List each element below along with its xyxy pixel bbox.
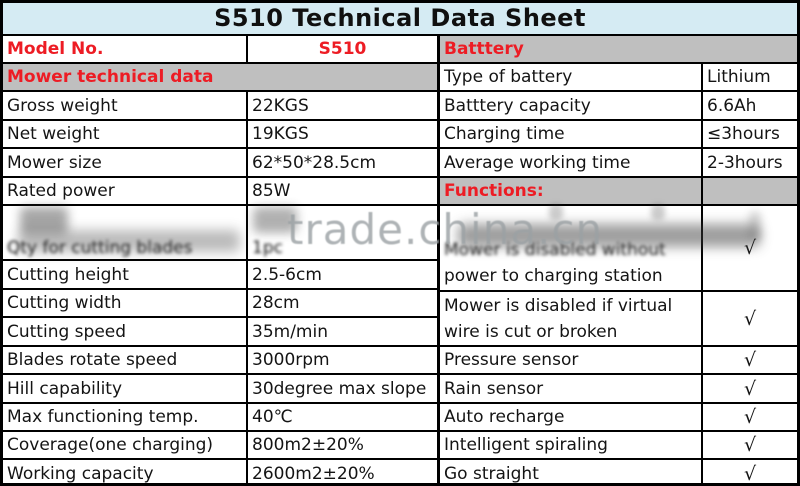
- spec-value: 2.5-6cm: [252, 264, 322, 285]
- spec-value: 19KGS: [252, 124, 309, 144]
- spec-label: Batttery capacity: [440, 92, 703, 119]
- check-mark: √: [743, 406, 757, 428]
- spec-label: Working capacity: [3, 460, 248, 483]
- spec-label: Net weight: [3, 121, 248, 147]
- mower-section-header: Mower technical data: [7, 67, 214, 87]
- check-mark: √: [743, 307, 757, 330]
- function-row-intelligent-spiraling: Intelligent spiraling √: [440, 432, 797, 460]
- spec-value: 62*50*28.5cm: [252, 152, 377, 173]
- functions-section-header: Functions:: [440, 178, 703, 204]
- sheet-body: Model No. S510 Mower technical data Gros…: [3, 36, 797, 483]
- model-no-value: S510: [318, 39, 367, 59]
- function-label: Mower is disabled if virtual wire is cut…: [440, 292, 703, 345]
- function-row-disabled-without-power: Mower is disabled without power to charg…: [440, 206, 797, 292]
- spec-label: Coverage(one charging): [3, 432, 248, 458]
- battery-row-capacity: Batttery capacity 6.6Ah: [440, 92, 797, 121]
- spec-value: 30degree max slope: [252, 378, 427, 399]
- spec-label: Charging time: [440, 121, 703, 147]
- blurred-value-text: 1pc: [252, 238, 283, 258]
- spec-value: 35m/min: [252, 321, 328, 342]
- functions-section-row: Functions:: [440, 178, 797, 206]
- spec-row-hill-capability: Hill capability 30degree max slope: [3, 375, 437, 404]
- spec-label: Average working time: [440, 149, 703, 176]
- blurred-label-text: Qty for cutting blades: [7, 238, 193, 258]
- spec-value: 6.6Ah: [707, 95, 757, 116]
- spec-row-blades-rotate-speed: Blades rotate speed 3000rpm: [3, 347, 437, 375]
- spec-row-cutting-height: Cutting height 2.5-6cm: [3, 261, 437, 290]
- spec-row-cutting-width: Cutting width 28cm: [3, 290, 437, 318]
- model-row: Model No. S510: [3, 36, 437, 64]
- function-label: Mower is disabled without power to charg…: [440, 206, 703, 290]
- function-row-pressure-sensor: Pressure sensor √: [440, 347, 797, 375]
- blurred-function-text-line1: Mower is disabled without: [444, 240, 666, 260]
- sheet-title: S510 Technical Data Sheet: [3, 3, 797, 36]
- mower-table: Model No. S510 Mower technical data Gros…: [3, 36, 440, 483]
- function-label: Go straight: [440, 460, 703, 483]
- spec-label: Cutting width: [3, 290, 248, 316]
- spec-row-cutting-blades-qty: Qty for cutting blades 1pc: [3, 206, 437, 261]
- spec-value: 2-3hours: [707, 152, 783, 173]
- spec-value: 1pc: [248, 206, 437, 259]
- spec-label: Type of battery: [440, 64, 703, 90]
- spec-row-cutting-speed: Cutting speed 35m/min: [3, 318, 437, 347]
- battery-row-working-time: Average working time 2-3hours: [440, 149, 797, 178]
- spec-row-mower-size: Mower size 62*50*28.5cm: [3, 149, 437, 178]
- spec-value: 85W: [252, 181, 291, 201]
- function-label: Intelligent spiraling: [440, 432, 703, 458]
- check-mark: √: [743, 237, 757, 259]
- battery-row-charging-time: Charging time ≤3hours: [440, 121, 797, 149]
- battery-table: Batttery Type of battery Lithium Battter…: [440, 36, 797, 483]
- spec-row-coverage: Coverage(one charging) 800m2±20%: [3, 432, 437, 460]
- spec-label: Gross weight: [3, 92, 248, 119]
- spec-label: Rated power: [3, 178, 248, 204]
- check-mark: √: [743, 462, 757, 485]
- check-mark: √: [743, 434, 757, 456]
- spec-value: 2600m2±20%: [252, 463, 375, 484]
- functions-section-spacer: [703, 178, 797, 204]
- function-row-go-straight: Go straight √: [440, 460, 797, 485]
- spec-value: 28cm: [252, 293, 300, 313]
- spec-value: 40℃: [252, 407, 293, 427]
- spec-row-rated-power: Rated power 85W: [3, 178, 437, 206]
- function-row-auto-recharge: Auto recharge √: [440, 404, 797, 432]
- mower-section-row: Mower technical data: [3, 64, 437, 92]
- check-mark: √: [743, 349, 757, 371]
- battery-section-row: Batttery: [440, 36, 797, 64]
- spec-row-max-temp: Max functioning temp. 40℃: [3, 404, 437, 432]
- function-label: Auto recharge: [440, 404, 703, 430]
- spec-value: 800m2±20%: [252, 435, 364, 455]
- function-label: Rain sensor: [440, 375, 703, 402]
- function-label: Pressure sensor: [440, 347, 703, 373]
- spec-label: Blades rotate speed: [3, 347, 248, 373]
- spec-label: Cutting speed: [3, 318, 248, 345]
- function-text-line2: power to charging station: [444, 266, 663, 286]
- function-text-line1: Mower is disabled if virtual: [444, 295, 673, 316]
- spec-value: 3000rpm: [252, 350, 330, 370]
- spec-value: ≤3hours: [707, 124, 780, 144]
- spec-value: Lithium: [707, 67, 771, 87]
- spec-label: Mower size: [3, 149, 248, 176]
- spec-label: Qty for cutting blades: [3, 206, 248, 259]
- battery-row-type: Type of battery Lithium: [440, 64, 797, 92]
- spec-label: Max functioning temp.: [3, 404, 248, 430]
- spec-label: Hill capability: [3, 375, 248, 402]
- spec-row-net-weight: Net weight 19KGS: [3, 121, 437, 149]
- spec-row-working-capacity: Working capacity 2600m2±20%: [3, 460, 437, 484]
- check-mark: √: [743, 377, 757, 400]
- spec-row-gross-weight: Gross weight 22KGS: [3, 92, 437, 121]
- spec-value: 22KGS: [252, 95, 309, 116]
- spec-label: Cutting height: [3, 261, 248, 288]
- model-no-label: Model No.: [3, 36, 248, 62]
- function-row-rain-sensor: Rain sensor √: [440, 375, 797, 404]
- function-text-line2: wire is cut or broken: [444, 321, 618, 342]
- function-row-disabled-wire-cut: Mower is disabled if virtual wire is cut…: [440, 292, 797, 347]
- battery-section-header: Batttery: [444, 39, 524, 59]
